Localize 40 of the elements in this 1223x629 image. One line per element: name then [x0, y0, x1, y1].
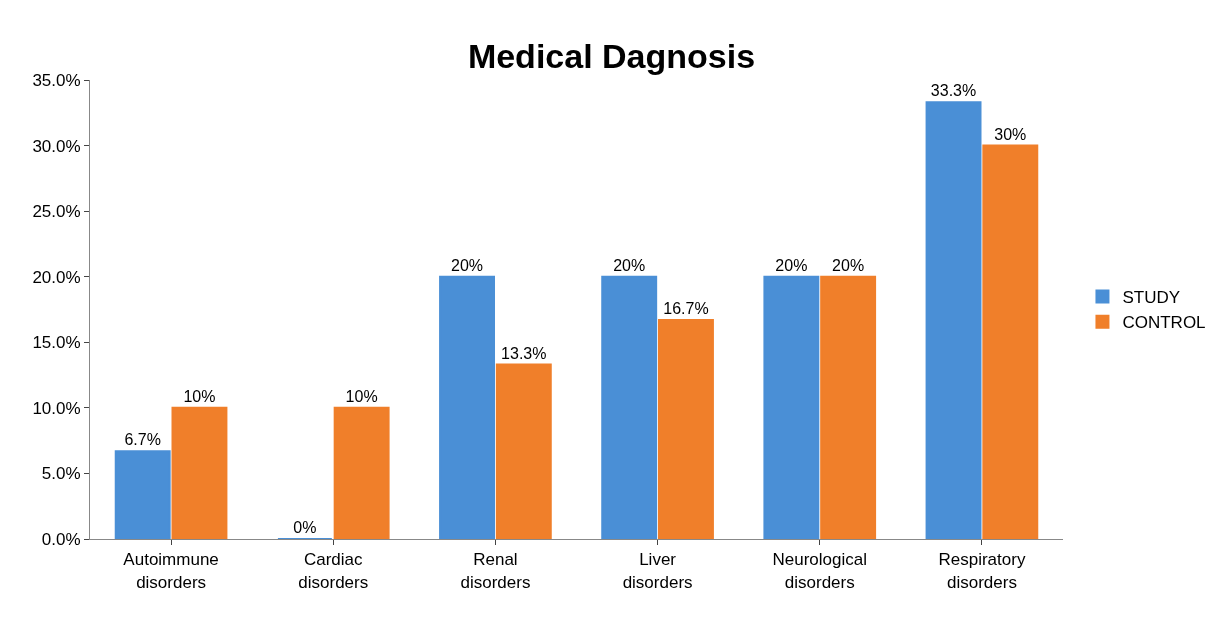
- data-label: 10%: [183, 387, 216, 405]
- y-tick-label: 35.0%: [32, 70, 81, 90]
- y-tick-label: 15.0%: [32, 333, 81, 353]
- chart-title: Medical Dagnosis: [467, 36, 756, 75]
- bar: [495, 363, 552, 539]
- data-label: 0%: [293, 519, 317, 536]
- x-tick-label: Cardiac disorders: [298, 550, 369, 592]
- y-tick-label: 20.0%: [32, 267, 81, 287]
- bar: [439, 275, 495, 539]
- data-label: 10%: [345, 387, 378, 405]
- bar: [171, 406, 228, 539]
- data-label: 33.3%: [930, 82, 977, 100]
- data-label: 13.3%: [501, 344, 547, 362]
- x-tick-label: Neurological disorders: [772, 550, 867, 592]
- bar: [114, 450, 171, 539]
- legend-label: STUDY: [1122, 288, 1181, 308]
- bar: [333, 406, 390, 539]
- data-label: 16.7%: [663, 299, 709, 317]
- data-label: 6.7%: [124, 431, 161, 449]
- bar: [601, 275, 658, 539]
- y-tick-label: 0.0%: [41, 529, 81, 549]
- y-tick-label: 10.0%: [32, 398, 81, 418]
- data-label: 20%: [451, 256, 484, 274]
- bar: [763, 275, 820, 539]
- x-tick-label: Renal disorders: [460, 550, 531, 592]
- data-label: 30%: [994, 125, 1027, 143]
- legend-label: CONTROL: [1122, 313, 1206, 333]
- x-tick-label: Autoimmune disorders: [123, 550, 219, 592]
- data-label: 20%: [613, 256, 646, 274]
- bar: [982, 144, 1039, 539]
- bar: [820, 275, 877, 539]
- y-tick-label: 30.0%: [32, 136, 81, 156]
- x-tick-label: Liver disorders: [622, 550, 693, 592]
- data-label: 20%: [775, 256, 808, 274]
- bar: [658, 318, 714, 539]
- y-tick-label: 25.0%: [32, 202, 81, 222]
- data-label: 20%: [832, 256, 865, 274]
- y-tick-label: 5.0%: [41, 464, 81, 484]
- bar: [925, 101, 982, 539]
- x-tick-label: Respiratory disorders: [938, 550, 1026, 592]
